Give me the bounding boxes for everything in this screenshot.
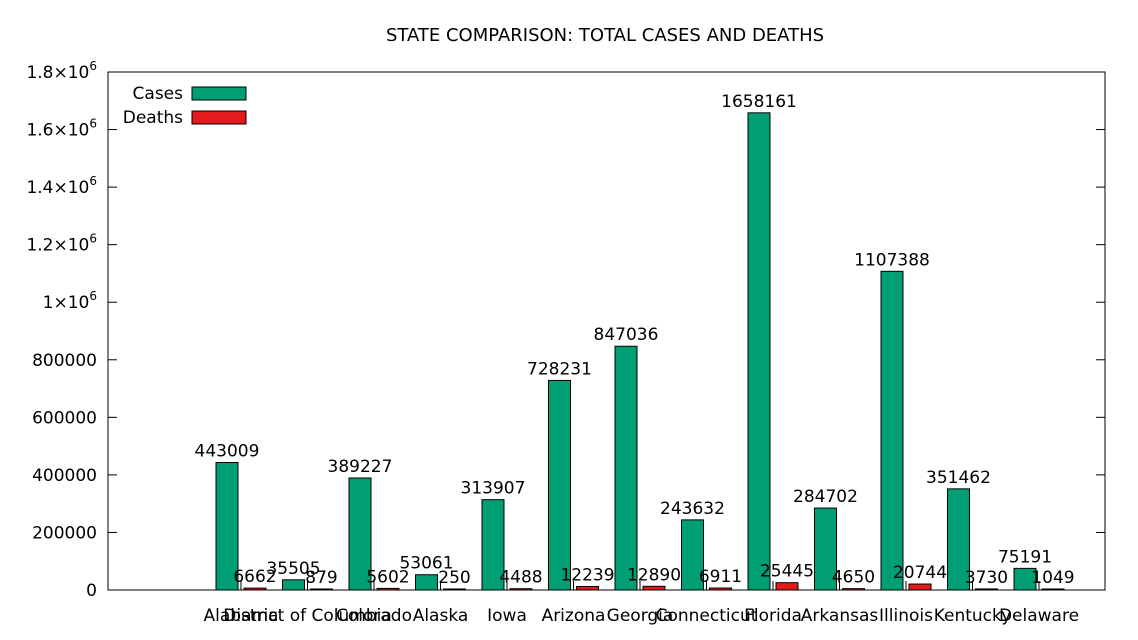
plot-frame <box>107 71 1106 591</box>
bar-cases <box>1013 567 1037 591</box>
bars <box>215 112 1065 591</box>
legend: Cases Deaths <box>123 84 247 128</box>
data-label-deaths: 12239 <box>560 565 614 585</box>
bar-deaths <box>975 588 998 591</box>
data-label-cases: 1107388 <box>854 250 930 270</box>
y-tick-label: 1.8×106 <box>26 59 97 83</box>
x-category-label: Georgia <box>607 606 674 626</box>
bar-deaths <box>576 585 599 591</box>
x-category-label: Delaware <box>999 606 1079 626</box>
y-tick-label: 200000 <box>32 523 97 543</box>
x-category-label: Kentucky <box>934 606 1012 626</box>
data-label-cases: 284702 <box>793 487 858 507</box>
bar-cases <box>215 462 239 591</box>
y-tick-label: 1×106 <box>43 289 97 313</box>
x-category-label: Arizona <box>542 606 606 626</box>
data-label-cases: 351462 <box>926 468 991 488</box>
data-label-cases: 443009 <box>195 442 260 462</box>
bar-deaths <box>509 588 533 591</box>
bar-cases <box>814 507 837 591</box>
bar-cases <box>947 488 970 591</box>
data-label-cases: 53061 <box>399 554 453 574</box>
y-tick-label: 1.4×106 <box>26 174 97 198</box>
legend-swatch <box>191 86 247 101</box>
data-label-deaths: 4650 <box>832 568 875 588</box>
data-label-cases: 313907 <box>461 479 526 499</box>
data-label-deaths: 250 <box>438 568 470 588</box>
data-label-cases: 847036 <box>594 325 659 345</box>
x-category-label: Illinois <box>879 606 933 626</box>
bar-cases <box>880 270 904 591</box>
y-tick-label: 800000 <box>32 351 97 371</box>
x-category-label: Iowa <box>487 606 527 626</box>
bar-deaths <box>775 582 799 591</box>
bar-cases <box>415 574 438 591</box>
data-label-deaths: 3730 <box>965 568 1008 588</box>
data-label-deaths: 5602 <box>366 567 409 587</box>
bar-deaths <box>1041 588 1065 591</box>
y-tick-label: 1.6×106 <box>26 117 97 141</box>
data-label-deaths: 25445 <box>760 562 814 582</box>
bar-cases <box>681 519 704 591</box>
y-axis-ticks: 0 200000 400000 600000 800000 1×106 1.2×106 1.4… <box>26 59 1105 601</box>
bar-cases <box>614 345 638 591</box>
data-label-deaths: 20744 <box>893 563 947 583</box>
bar-deaths <box>310 588 333 591</box>
bar-deaths <box>842 588 865 591</box>
y-tick-label: 0 <box>86 581 97 601</box>
y-tick-label: 1.2×106 <box>26 232 97 256</box>
data-label-cases: 35505 <box>266 559 320 579</box>
data-label-deaths: 12890 <box>627 565 681 585</box>
bar-deaths <box>709 587 732 591</box>
bar-cases <box>282 579 305 591</box>
bar-deaths <box>908 583 932 591</box>
data-label-deaths: 1049 <box>1031 568 1074 588</box>
y-tick-label: 600000 <box>32 408 97 428</box>
bar-deaths <box>443 588 466 591</box>
legend-label: Deaths <box>123 108 183 128</box>
x-category-label: Colorado <box>336 606 412 626</box>
data-label-deaths: 879 <box>305 568 337 588</box>
data-label-cases: 243632 <box>660 499 725 519</box>
data-label-cases: 75191 <box>998 547 1052 567</box>
bar-deaths <box>642 585 666 591</box>
data-label-cases: 1658161 <box>721 92 797 112</box>
data-label-deaths: 4488 <box>499 568 542 588</box>
bar-cases <box>348 477 372 591</box>
x-category-label: Connecticut <box>656 606 758 626</box>
bar-cases <box>548 379 571 591</box>
bar-cases <box>747 112 771 591</box>
legend-label: Cases <box>133 84 184 104</box>
x-category-label: District of Columbia <box>223 606 392 626</box>
x-category-label: Arkansas <box>801 606 879 626</box>
chart-title: STATE COMPARISON: TOTAL CASES AND DEATHS <box>386 25 824 46</box>
x-category-label: Florida <box>744 606 802 626</box>
x-category-label: Alaska <box>413 606 469 626</box>
y-tick-label: 400000 <box>32 466 97 486</box>
data-label-cases: 389227 <box>328 457 393 477</box>
bar-deaths <box>376 587 400 591</box>
legend-swatch <box>191 110 247 125</box>
data-label-cases: 728231 <box>527 359 592 379</box>
x-category-label: Alabama <box>204 606 279 626</box>
bar-deaths <box>243 587 267 591</box>
data-label-deaths: 6911 <box>699 567 742 587</box>
data-label-deaths: 6662 <box>233 567 276 587</box>
bar-cases <box>481 499 505 591</box>
